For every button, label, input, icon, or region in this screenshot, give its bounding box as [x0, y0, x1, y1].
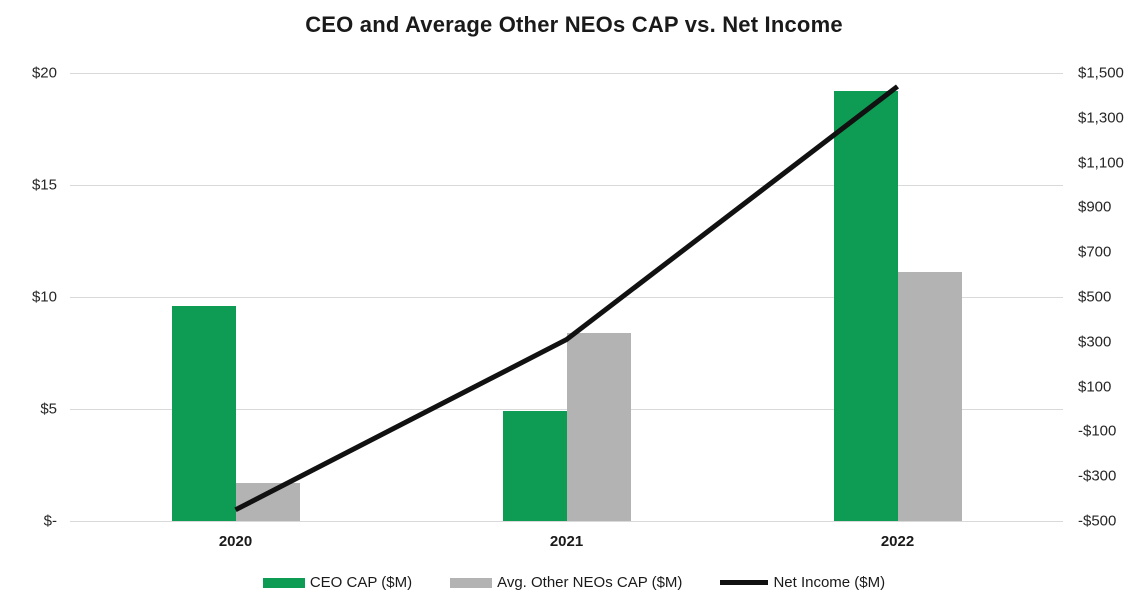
legend-label: Net Income ($M)	[773, 574, 886, 591]
legend: CEO CAP ($M) Avg. Other NEOs CAP ($M) Net …	[0, 574, 1148, 591]
gridline	[70, 73, 1063, 74]
bar-ceo-cap-2020	[171, 305, 236, 521]
gridline	[70, 185, 1063, 186]
legend-item: Avg. Other NEOs CAP ($M)	[450, 574, 682, 591]
left-axis-tick: $20	[31, 64, 57, 82]
bar-ceo-cap-2022	[833, 90, 898, 521]
x-axis-label-2022: 2022	[880, 533, 915, 550]
gridline	[70, 297, 1063, 298]
x-axis-label-2020: 2020	[218, 533, 253, 550]
left-axis-tick: $-	[43, 512, 57, 530]
right-axis-tick: $700	[1078, 243, 1112, 261]
bar-avg-neo-cap-2022	[897, 272, 962, 521]
right-axis-tick: -$100	[1078, 422, 1117, 440]
right-axis-tick: $500	[1078, 288, 1112, 306]
left-axis-tick: $10	[31, 288, 57, 306]
left-axis-tick: $15	[31, 176, 57, 194]
plot-area	[70, 73, 1063, 522]
right-axis-tick: $900	[1078, 198, 1112, 216]
legend-swatch-line-icon	[720, 580, 769, 585]
x-axis-label-2021: 2021	[549, 533, 584, 550]
chart-title: CEO and Average Other NEOs CAP vs. Net I…	[305, 12, 843, 37]
net-income-line	[234, 84, 900, 513]
gridline	[70, 521, 1063, 522]
left-axis-tick: $5	[40, 400, 57, 418]
right-axis-tick: $300	[1078, 333, 1112, 351]
legend-swatch-bar-icon	[450, 577, 493, 588]
right-axis-tick: $100	[1078, 378, 1112, 396]
right-axis-tick: $1,300	[1078, 109, 1124, 127]
legend-item: Net Income ($M)	[720, 574, 885, 591]
legend-item: CEO CAP ($M)	[262, 574, 413, 591]
right-axis-tick: -$500	[1078, 512, 1117, 530]
right-axis-tick: -$300	[1078, 467, 1117, 485]
bar-avg-neo-cap-2021	[566, 332, 631, 521]
legend-label: CEO CAP ($M)	[309, 574, 413, 591]
legend-swatch-bar-icon	[262, 577, 305, 588]
bar-ceo-cap-2021	[502, 411, 567, 521]
legend-label: Avg. Other NEOs CAP ($M)	[497, 574, 683, 591]
right-axis-tick: $1,500	[1078, 64, 1124, 82]
right-axis-tick: $1,100	[1078, 154, 1124, 172]
